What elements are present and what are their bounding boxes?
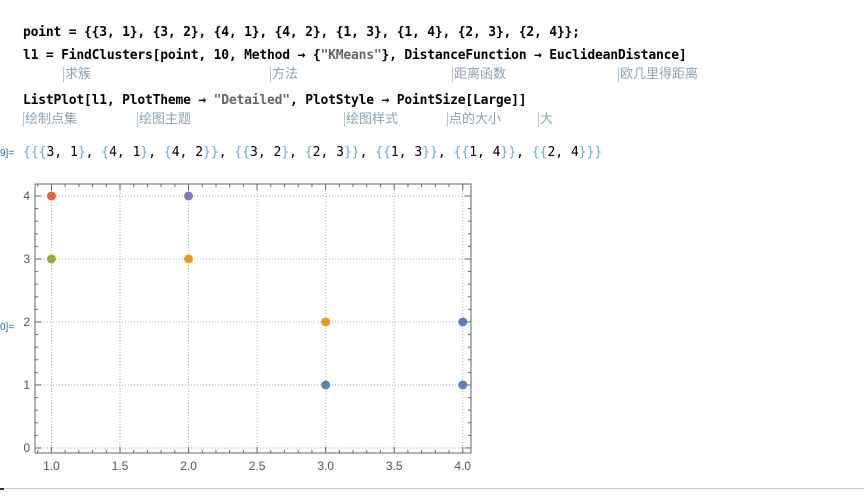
data-point: [458, 317, 468, 327]
string-literal: "Detailed": [213, 93, 290, 108]
list-plot[interactable]: 1.0 1.5 2.0 2.5 3.0 3.5 4.0 0 1 2 3 4: [0, 175, 480, 475]
annotation: 绘图样式: [344, 112, 399, 127]
input-cell-findclusters[interactable]: l1 = FindClusters[point, 10, Method → {"…: [23, 48, 687, 63]
output-text: {{{3, 1}, {4, 1}, {4, 2}}, {{3, 2}, {2, …: [23, 145, 603, 160]
annotation: 绘图主题: [137, 112, 192, 127]
data-point: [458, 380, 468, 390]
data-point: [46, 191, 56, 201]
data-point: [184, 254, 194, 264]
y-tick-label: 1: [23, 378, 30, 392]
annotation: 点的大小: [447, 112, 502, 127]
annotation: 绘制点集: [23, 112, 78, 127]
x-tick-label: 1.0: [43, 459, 60, 473]
data-point: [46, 254, 56, 264]
string-literal: "KMeans": [320, 48, 382, 63]
input-cell-point[interactable]: point = {{3, 1}, {3, 2}, {4, 1}, {4, 2},…: [23, 25, 580, 40]
input-cell-listplot[interactable]: ListPlot[l1, PlotTheme → "Detailed", Plo…: [23, 93, 527, 108]
data-point: [321, 317, 331, 327]
annotation: 距离函数: [452, 67, 507, 82]
annotation: 欧几里得距离: [618, 67, 699, 82]
code-part: ListPlot[l1, PlotTheme →: [23, 93, 214, 108]
code-part: l1 = FindClusters[point, 10, Method → {: [23, 48, 321, 63]
code-part: , PlotStyle → PointSize[Large]]: [289, 93, 527, 108]
output-cell-clusters[interactable]: {{{3, 1}, {4, 1}, {4, 2}}, {{3, 2}, {2, …: [23, 145, 602, 160]
code-part: }, DistanceFunction → EuclideanDistance]: [381, 48, 687, 63]
x-tick-label: 1.5: [112, 459, 129, 473]
x-tick-label: 4.0: [454, 459, 471, 473]
annotation: 方法: [270, 67, 299, 82]
x-tick-label: 2.5: [249, 459, 266, 473]
plot-frame: [34, 183, 472, 454]
y-tick-label: 3: [23, 252, 30, 266]
y-tick-label: 2: [23, 315, 30, 329]
output-label: 0]=: [0, 322, 15, 333]
data-point: [184, 191, 194, 201]
cell-bracket: [0, 488, 4, 490]
y-tick-label: 0: [23, 441, 30, 455]
output-label: 9]=: [0, 148, 15, 159]
data-point: [321, 380, 331, 390]
cell-divider: [0, 488, 864, 489]
annotation: 求簇: [63, 67, 92, 82]
x-tick-label: 3.0: [317, 459, 334, 473]
x-tick-label: 3.5: [386, 459, 403, 473]
y-tick-label: 4: [23, 189, 30, 203]
x-tick-label: 2.0: [180, 459, 197, 473]
annotation: 大: [538, 112, 554, 127]
